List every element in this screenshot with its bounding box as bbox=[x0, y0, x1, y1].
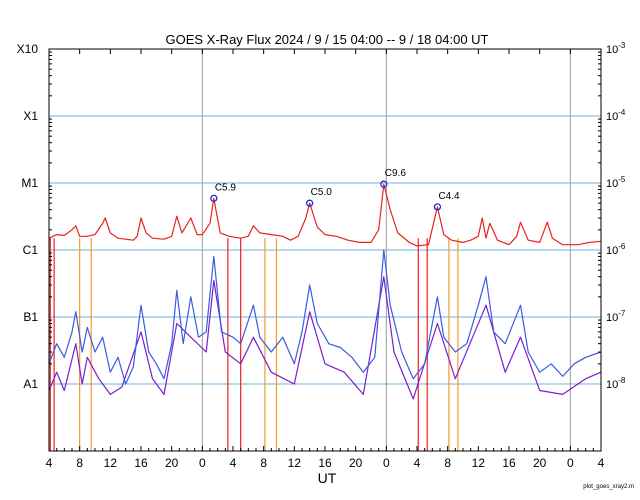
flux-label: 10-3 bbox=[606, 41, 626, 56]
class-label-b1: B1 bbox=[23, 310, 38, 324]
x-tick-label: 16 bbox=[502, 456, 516, 470]
x-tick-label: 4 bbox=[230, 456, 237, 470]
class-label-m1: M1 bbox=[21, 176, 38, 190]
left-class-labels: X10 X1 M1 C1 B1 A1 bbox=[17, 42, 39, 391]
x-tick-label: 0 bbox=[199, 456, 206, 470]
x-tick-label: 4 bbox=[598, 456, 605, 470]
x-tick-label: 0 bbox=[383, 456, 390, 470]
series-layer bbox=[48, 183, 602, 400]
footer-credit: plot_goes_xray2.m bbox=[583, 484, 634, 490]
class-label-x1: X1 bbox=[23, 109, 38, 123]
flare-label: C5.0 bbox=[311, 187, 333, 198]
flux-label: 10-8 bbox=[606, 376, 626, 391]
x-tick-label: 20 bbox=[165, 456, 179, 470]
x-tick-label: 12 bbox=[288, 456, 302, 470]
flare-marker bbox=[433, 203, 442, 211]
grid-layer bbox=[49, 49, 601, 451]
x-tick-label: 20 bbox=[349, 456, 363, 470]
x-tick-label: 8 bbox=[260, 456, 267, 470]
x-axis-ticks: 4 8 12 16 20 0 4 8 12 16 20 0 4 8 12 16 20 0 4 bbox=[46, 49, 605, 470]
flare-marker bbox=[306, 199, 314, 207]
flux-series-line-0 bbox=[48, 183, 602, 247]
flux-label: 10-5 bbox=[606, 175, 626, 190]
flare-label: C5.9 bbox=[215, 182, 237, 193]
x-tick-label: 0 bbox=[567, 456, 574, 470]
flux-label: 10-4 bbox=[606, 108, 626, 123]
class-label-c1: C1 bbox=[23, 243, 39, 257]
chart-title: GOES X-Ray Flux 2024 / 9 / 15 04:00 -- 9… bbox=[166, 32, 489, 47]
x-tick-label: 4 bbox=[46, 456, 53, 470]
flux-series-line-2 bbox=[48, 276, 602, 400]
flare-marker bbox=[210, 194, 218, 203]
class-label-a1: A1 bbox=[23, 377, 38, 391]
flux-label: 10-6 bbox=[606, 242, 626, 257]
x-tick-label: 8 bbox=[76, 456, 83, 470]
flare-label: C9.6 bbox=[385, 168, 407, 179]
flare-label: C4.4 bbox=[438, 191, 460, 202]
flux-series-line-1 bbox=[48, 249, 602, 385]
x-tick-label: 12 bbox=[472, 456, 486, 470]
x-tick-label: 16 bbox=[134, 456, 148, 470]
class-label-x10: X10 bbox=[17, 42, 39, 56]
x-axis-label: UT bbox=[318, 470, 337, 486]
x-tick-label: 4 bbox=[414, 456, 421, 470]
flux-label: 10-7 bbox=[606, 309, 626, 324]
flare-marker bbox=[380, 180, 388, 188]
right-flux-labels: 10-3 10-4 10-5 10-6 10-7 10-8 bbox=[49, 41, 626, 391]
x-tick-label: 20 bbox=[533, 456, 547, 470]
x-tick-label: 12 bbox=[104, 456, 118, 470]
x-tick-label: 16 bbox=[318, 456, 332, 470]
x-tick-label: 8 bbox=[444, 456, 451, 470]
dropout-layer bbox=[49, 238, 459, 451]
flare-annotations: C5.9 C5.0 C9.6 C4.4 bbox=[210, 168, 460, 211]
